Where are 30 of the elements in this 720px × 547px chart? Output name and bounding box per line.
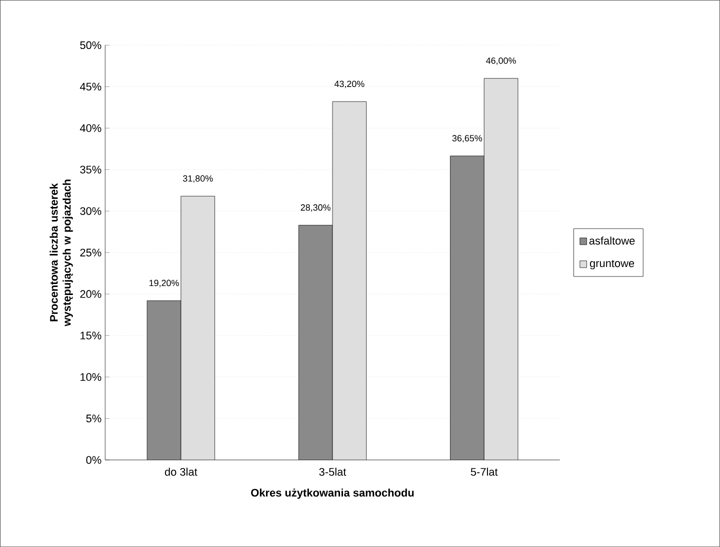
x-tick-label: do 3lat	[164, 468, 198, 476]
y-tick-label: 20%	[80, 290, 102, 298]
bar	[298, 225, 333, 460]
x-axis-title: Okres użytkowania samochodu	[251, 488, 414, 499]
data-label: 43,20%	[334, 80, 364, 88]
y-tick-label: 30%	[80, 207, 102, 215]
y-tick-label: 45%	[80, 82, 102, 90]
y-tick-label: 35%	[80, 166, 102, 174]
x-tick-label: 5-7lat	[470, 468, 498, 476]
bar	[147, 300, 181, 460]
y-tick-label: 50%	[80, 41, 102, 50]
y-axis-title: Procentowa liczba usterek występujących w pojazdach	[50, 180, 73, 326]
bar	[450, 156, 484, 460]
y-tick-label: 5%	[86, 414, 102, 422]
legend-label: asfaltowe	[589, 236, 635, 245]
data-label: 36,65%	[452, 134, 482, 142]
legend-label: gruntowe	[590, 260, 634, 270]
bar	[180, 196, 215, 460]
data-label: 31,80%	[183, 175, 213, 183]
data-label: 46,00%	[486, 57, 516, 65]
y-tick-label: 15%	[80, 332, 102, 340]
x-tick-label: 3-5lat	[319, 468, 346, 476]
bar	[484, 78, 518, 460]
data-label: 28,30%	[300, 204, 330, 212]
bar	[332, 102, 366, 460]
data-label: 19,20%	[149, 280, 179, 288]
y-tick-label: 25%	[80, 248, 102, 256]
y-tick-label: 40%	[80, 124, 102, 132]
y-tick-label: 10%	[80, 373, 102, 381]
y-tick-label: 0%	[86, 456, 102, 464]
